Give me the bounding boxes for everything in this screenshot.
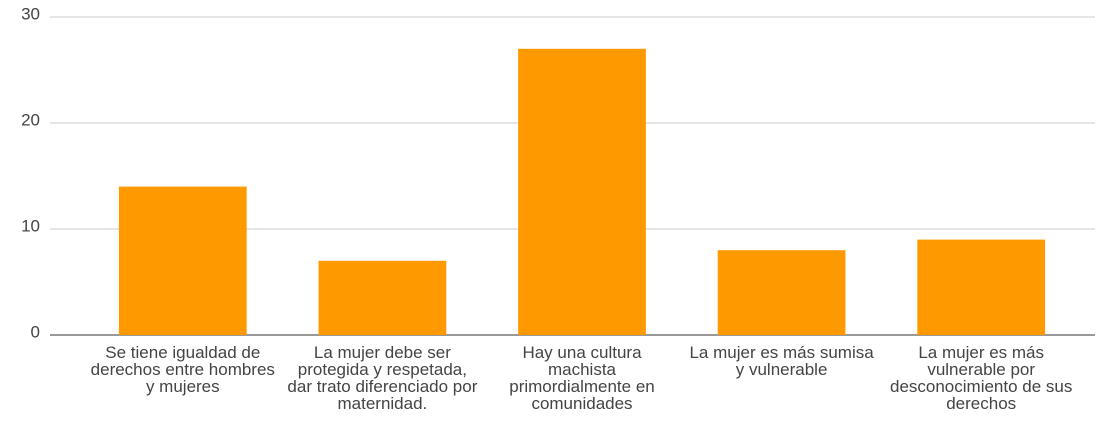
y-tick-label: 20: [21, 110, 40, 129]
bar: [318, 260, 447, 335]
bar: [717, 250, 846, 335]
x-tick-label: La mujer debe ser protegida y respetada,…: [287, 343, 478, 413]
x-tick-label: La mujer es más vulnerable por desconoci…: [889, 343, 1073, 413]
bar: [917, 239, 1046, 335]
y-tick-label: 30: [21, 4, 40, 23]
bar: [118, 186, 247, 335]
x-tick-label: La mujer es más sumisa y vulnerable: [689, 343, 874, 379]
x-tick-label: Se tiene igualdad de derechos entre homb…: [90, 343, 275, 396]
x-tick-label: Hay una cultura machista primordialmente…: [509, 343, 655, 413]
bar: [518, 48, 646, 336]
y-tick-label: 10: [21, 216, 40, 235]
y-tick-label: 0: [31, 322, 40, 341]
